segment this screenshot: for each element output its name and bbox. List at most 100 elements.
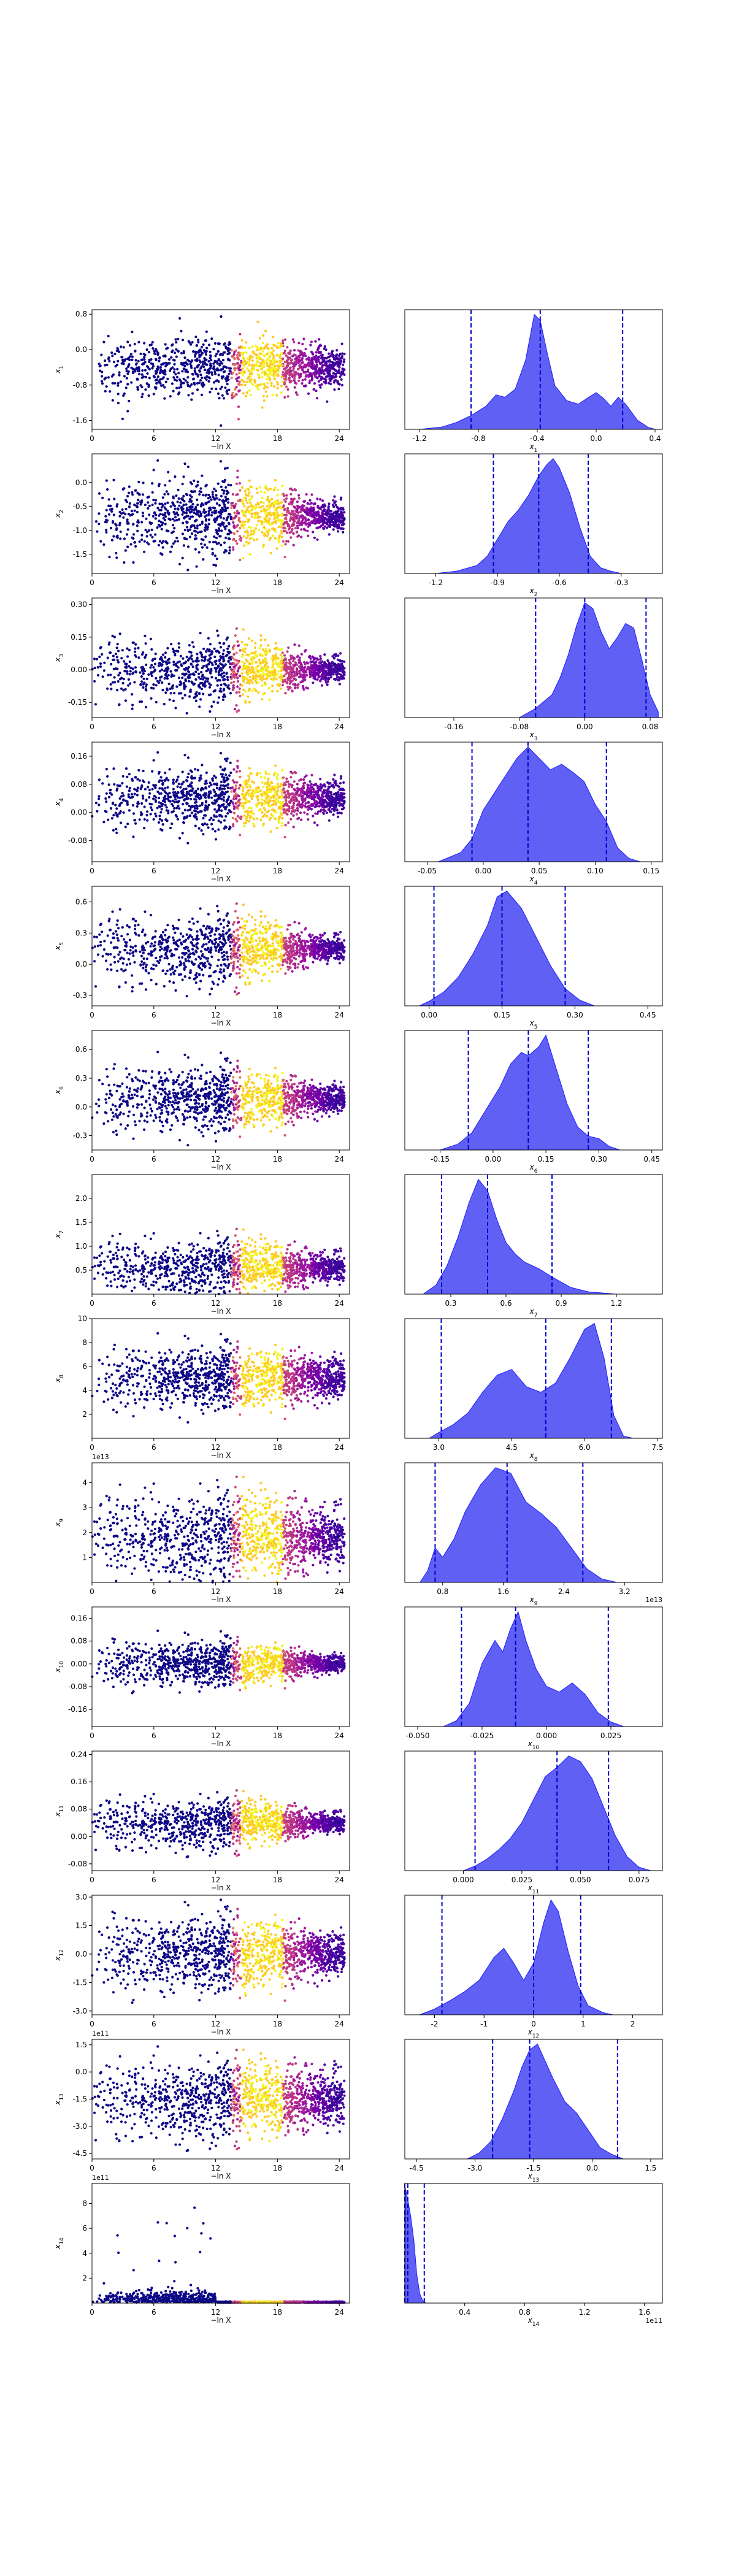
data-point [218, 535, 221, 537]
data-point [167, 471, 169, 473]
data-point [264, 330, 267, 332]
data-point [333, 362, 335, 364]
data-point [288, 667, 290, 669]
data-point [100, 354, 102, 356]
data-point [328, 370, 330, 372]
data-point [216, 629, 218, 632]
data-point [320, 383, 323, 386]
data-point [192, 378, 194, 380]
data-point [172, 661, 175, 663]
data-point [146, 531, 148, 533]
data-point [293, 341, 295, 343]
data-point [213, 814, 215, 816]
data-point [265, 648, 267, 650]
data-point [132, 812, 135, 815]
data-point [171, 344, 173, 347]
data-point [126, 500, 128, 503]
data-point [215, 668, 217, 670]
data-point [225, 366, 228, 369]
data-point [151, 504, 154, 506]
data-point [318, 518, 320, 520]
data-point [233, 668, 236, 670]
data-point [145, 654, 147, 656]
data-point [312, 656, 315, 659]
data-point [98, 523, 100, 525]
data-point [138, 373, 140, 375]
data-point [278, 360, 281, 362]
data-point [146, 810, 148, 813]
data-point [321, 666, 324, 669]
x-tick-label: 0 [90, 434, 94, 443]
data-point [324, 382, 327, 385]
data-point [266, 343, 269, 346]
data-point [167, 513, 170, 516]
data-point [342, 527, 345, 530]
data-point [200, 504, 202, 506]
data-point [174, 707, 177, 709]
data-point [219, 679, 221, 681]
data-point [172, 497, 175, 499]
data-point [151, 675, 153, 677]
data-point [196, 358, 199, 360]
data-point [280, 673, 282, 676]
data-point [221, 507, 224, 509]
data-point [231, 377, 233, 379]
data-point [233, 662, 236, 664]
x-tick-label: -0.9 [490, 578, 504, 587]
data-point [164, 519, 166, 521]
data-point [155, 653, 157, 655]
data-point [181, 505, 183, 508]
data-point [182, 339, 184, 341]
data-point [317, 510, 320, 513]
data-point [317, 526, 320, 529]
data-point [285, 500, 287, 503]
data-point [132, 672, 134, 674]
data-point [318, 380, 320, 383]
data-point [297, 527, 299, 529]
data-point [247, 488, 250, 491]
data-point [312, 531, 314, 533]
data-point [207, 380, 210, 383]
data-point [341, 367, 343, 370]
data-point [229, 370, 231, 372]
data-point [263, 521, 266, 523]
data-point [186, 712, 188, 715]
data-point [251, 681, 253, 684]
data-point [161, 521, 164, 524]
data-point [217, 684, 219, 687]
trace-panel-x1: 0 6 12 18 240.80.0-0.8-1.6−ln Xx1 [53, 310, 350, 451]
data-point [228, 645, 230, 648]
data-point [258, 503, 260, 505]
data-point [289, 356, 291, 359]
data-point [283, 508, 286, 511]
data-point [263, 355, 266, 358]
data-point [275, 394, 278, 397]
data-point [126, 533, 128, 535]
data-point [312, 353, 314, 356]
data-point [251, 364, 254, 366]
data-point [234, 708, 236, 710]
data-point [180, 655, 182, 657]
data-point [120, 380, 122, 383]
data-point [282, 540, 285, 543]
data-point [328, 502, 330, 505]
data-point [223, 542, 226, 544]
data-point [212, 819, 215, 821]
data-point [205, 665, 208, 668]
data-point [169, 670, 172, 673]
data-point [341, 384, 343, 386]
data-point [239, 527, 241, 529]
data-point [228, 513, 230, 515]
data-point [236, 685, 239, 688]
data-point [122, 689, 125, 691]
data-point [228, 656, 231, 659]
data-point [286, 346, 288, 348]
data-point [313, 356, 316, 358]
data-point [139, 540, 141, 543]
data-point [299, 515, 302, 518]
data-point [229, 367, 232, 370]
data-point [129, 787, 131, 789]
data-point [215, 660, 218, 662]
data-point [189, 535, 191, 538]
data-point [134, 647, 136, 650]
